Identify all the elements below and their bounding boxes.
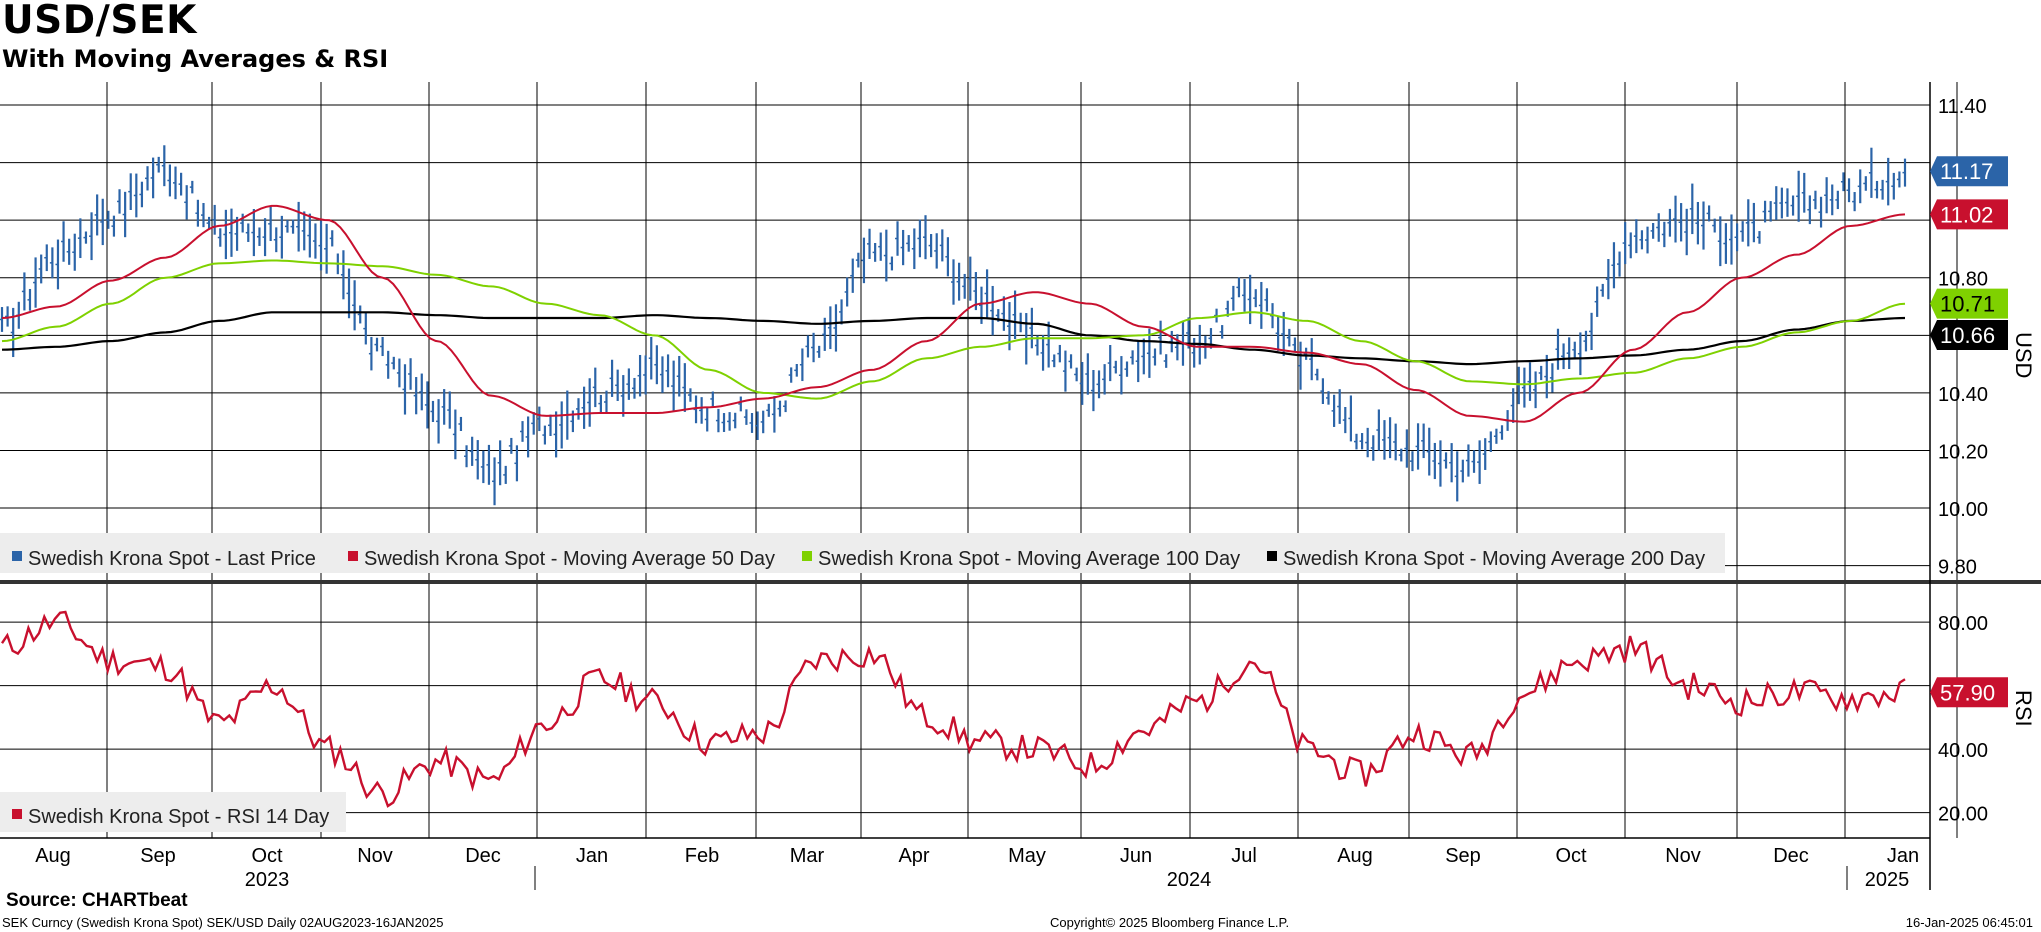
last-value-tag-text: 10.71 bbox=[1940, 292, 1995, 317]
rsi-legend: Swedish Krona Spot - RSI 14 Day bbox=[0, 792, 346, 832]
legend-swatch bbox=[802, 551, 812, 561]
x-month-label: Dec bbox=[465, 845, 501, 867]
price-ytick-label: 9.80 bbox=[1938, 557, 1977, 579]
x-month-label: Nov bbox=[1665, 845, 1701, 867]
chart-title: USD/SEK bbox=[2, 0, 197, 43]
ma100-line bbox=[1, 259, 1906, 400]
last-value-tag-bg bbox=[1930, 199, 2008, 230]
legend-label: Swedish Krona Spot - Moving Average 200 … bbox=[1283, 548, 1705, 570]
price-ytick-label: 10.80 bbox=[1938, 269, 1988, 291]
x-month-label: Sep bbox=[1445, 845, 1481, 867]
x-month-label: Jan bbox=[576, 845, 608, 867]
x-month-label: Dec bbox=[1773, 845, 1809, 867]
price-ytick-label: 10.20 bbox=[1938, 441, 1988, 463]
legend-swatch bbox=[348, 551, 358, 561]
ma50-line bbox=[1, 204, 1906, 423]
rsi-ytick-label: 80.00 bbox=[1938, 613, 1988, 635]
x-month-label: Oct bbox=[1555, 845, 1587, 867]
legend-label: Swedish Krona Spot - Last Price bbox=[28, 548, 316, 570]
price-ytick-label: 11.40 bbox=[1938, 96, 1987, 118]
x-month-label: Jan bbox=[1887, 845, 1919, 867]
source-label: Source: CHARTbeat bbox=[6, 890, 188, 911]
rsi-ytick-label: 40.00 bbox=[1938, 740, 1988, 762]
last-value-tag-text: 11.02 bbox=[1940, 202, 1993, 227]
last-value-tag-text: 11.17 bbox=[1940, 159, 1993, 184]
rsi-last-value-tag-bg bbox=[1930, 677, 2008, 708]
x-month-label: Mar bbox=[790, 845, 825, 867]
chart-subtitle: With Moving Averages & RSI bbox=[2, 45, 389, 73]
x-month-label: Sep bbox=[140, 845, 176, 867]
x-month-label: Jul bbox=[1231, 845, 1257, 867]
x-year-label: 2025 bbox=[1865, 869, 1910, 891]
copyright-text: Copyright© 2025 Bloomberg Finance L.P. bbox=[1050, 915, 1290, 930]
x-month-label: Nov bbox=[357, 845, 393, 867]
price-ytick-label: 10.00 bbox=[1938, 499, 1988, 521]
price-series bbox=[0, 145, 1907, 506]
x-year-label: 2023 bbox=[245, 869, 290, 891]
rsi-ytick-label: 20.00 bbox=[1938, 804, 1988, 826]
legend-label: Swedish Krona Spot - Moving Average 50 D… bbox=[364, 548, 775, 570]
last-value-tag: 10.66 bbox=[1930, 320, 2008, 351]
rsi-axis-title: RSI bbox=[2011, 690, 2036, 727]
x-month-label: Jun bbox=[1120, 845, 1152, 867]
legend-swatch bbox=[12, 551, 22, 561]
x-month-label: May bbox=[1008, 845, 1046, 867]
legend-label: Swedish Krona Spot - RSI 14 Day bbox=[28, 806, 329, 828]
last-value-tag-bg bbox=[1930, 288, 2008, 319]
legend-swatch bbox=[12, 809, 22, 819]
x-month-label: Oct bbox=[251, 845, 283, 867]
legend-background bbox=[0, 533, 1725, 573]
security-description: SEK Curncy (Swedish Krona Spot) SEK/USD … bbox=[2, 915, 444, 930]
ma200-line bbox=[1, 311, 1906, 366]
last-value-tag-bg bbox=[1930, 156, 2008, 187]
x-month-label: Aug bbox=[1337, 845, 1373, 867]
timestamp-text: 16-Jan-2025 06:45:01 bbox=[1905, 915, 2033, 930]
grid-lines bbox=[0, 82, 1958, 838]
last-value-tag: 11.17 bbox=[1930, 156, 2008, 187]
last-value-tag: 11.02 bbox=[1930, 199, 2008, 230]
rsi-last-value-tag: 57.90 bbox=[1930, 677, 2008, 708]
legend-swatch bbox=[1267, 551, 1277, 561]
x-year-label: 2024 bbox=[1167, 869, 1212, 891]
rsi-line bbox=[1, 610, 1906, 808]
legend-label: Swedish Krona Spot - Moving Average 100 … bbox=[818, 548, 1240, 570]
price-legend: Swedish Krona Spot - Last Price Swedish K… bbox=[0, 533, 1725, 573]
x-month-label: Aug bbox=[35, 845, 71, 867]
last-value-tag-bg bbox=[1930, 320, 2008, 351]
price-axis-title: USD bbox=[2011, 332, 2036, 378]
legend-background bbox=[0, 792, 346, 832]
last-value-tag: 10.71 bbox=[1930, 288, 2008, 319]
x-month-label: Apr bbox=[898, 845, 929, 867]
price-ytick-label: 10.40 bbox=[1938, 384, 1988, 406]
x-month-label: Feb bbox=[685, 845, 719, 867]
moving-averages bbox=[1, 204, 1906, 423]
rsi-last-value-tag-text: 57.90 bbox=[1940, 680, 1995, 705]
rsi-series bbox=[1, 610, 1906, 808]
last-value-tag-text: 10.66 bbox=[1940, 323, 1995, 348]
